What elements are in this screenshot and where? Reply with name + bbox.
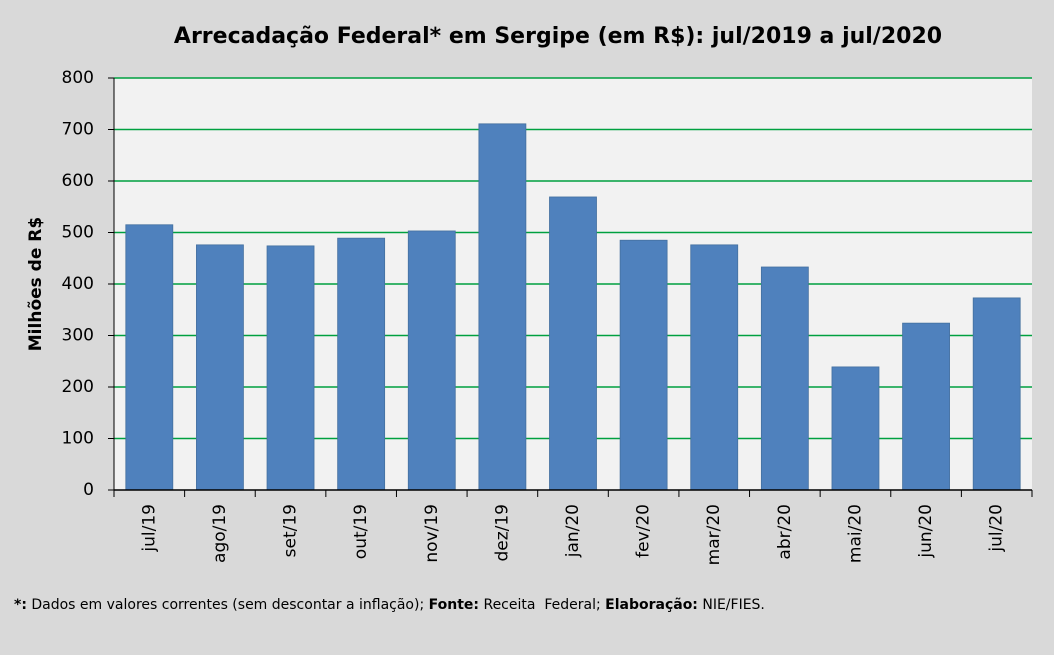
bar bbox=[690, 244, 739, 491]
x-tick-label: fev/20 bbox=[634, 504, 654, 558]
y-tick-label: 0 bbox=[83, 480, 94, 500]
x-tick-label: jan/20 bbox=[563, 504, 583, 558]
y-tick-label: 400 bbox=[62, 274, 94, 294]
bar bbox=[337, 237, 386, 491]
x-tick-label: ago/19 bbox=[210, 504, 230, 563]
y-tick-label: 600 bbox=[62, 171, 94, 191]
bar bbox=[972, 297, 1021, 491]
bar bbox=[407, 230, 456, 491]
bar bbox=[549, 196, 597, 491]
bar bbox=[831, 366, 880, 491]
bar bbox=[125, 224, 174, 491]
footnote-part: Elaboração: bbox=[605, 597, 698, 613]
footnote-part: Dados em valores correntes (sem desconta… bbox=[26, 597, 429, 613]
x-tick-label: nov/19 bbox=[422, 504, 442, 563]
y-tick-label: 100 bbox=[62, 429, 94, 449]
bar bbox=[902, 322, 950, 491]
x-tick-label: dez/19 bbox=[492, 504, 512, 562]
y-tick-label: 300 bbox=[62, 326, 94, 346]
bar bbox=[266, 245, 315, 491]
footnote-part: NIE/FIES. bbox=[697, 597, 765, 613]
x-tick-label: abr/20 bbox=[775, 504, 795, 560]
x-tick-label: out/19 bbox=[351, 504, 371, 559]
y-axis-label: Milhões de R$ bbox=[26, 217, 46, 351]
chart: Arrecadação Federal* em Sergipe (em R$):… bbox=[26, 24, 1033, 565]
footnote-part: Fonte: bbox=[428, 597, 480, 613]
y-tick-label: 500 bbox=[62, 223, 94, 243]
footnote-part: *: bbox=[14, 597, 27, 613]
bar bbox=[196, 244, 244, 491]
x-tick-label: set/19 bbox=[281, 504, 301, 557]
footnote: *: Dados em valores correntes (sem desco… bbox=[14, 597, 765, 613]
y-tick-label: 700 bbox=[62, 120, 94, 140]
x-tick-label: mai/20 bbox=[845, 504, 865, 563]
y-tick-label: 200 bbox=[62, 377, 94, 397]
y-tick-label: 800 bbox=[62, 68, 94, 88]
x-tick-label: mar/20 bbox=[704, 504, 724, 565]
x-tick-label: jul/20 bbox=[987, 504, 1007, 553]
x-tick-label: jun/20 bbox=[916, 504, 936, 559]
chart-title: Arrecadação Federal* em Sergipe (em R$):… bbox=[174, 24, 942, 49]
bar bbox=[760, 266, 809, 491]
x-tick-label: jul/19 bbox=[139, 504, 159, 553]
footnote-part: Receita Federal; bbox=[479, 597, 606, 613]
bar bbox=[619, 239, 668, 491]
bar bbox=[478, 123, 527, 491]
